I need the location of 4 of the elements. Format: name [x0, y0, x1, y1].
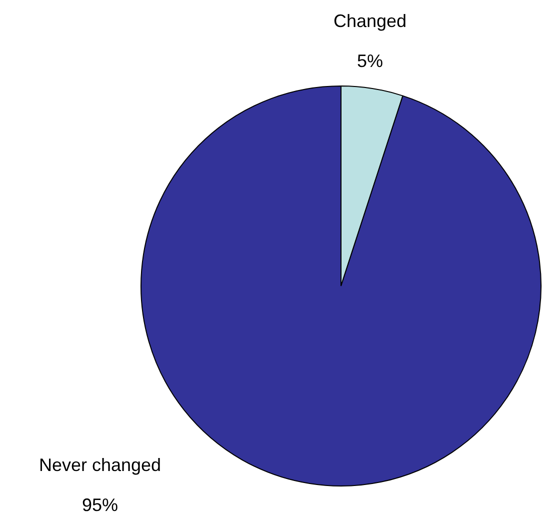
data-label: 95% — [82, 494, 118, 515]
data-label: 5% — [356, 50, 384, 71]
slice-label: Never changed — [38, 454, 162, 475]
slice-label: Changed — [333, 10, 407, 31]
